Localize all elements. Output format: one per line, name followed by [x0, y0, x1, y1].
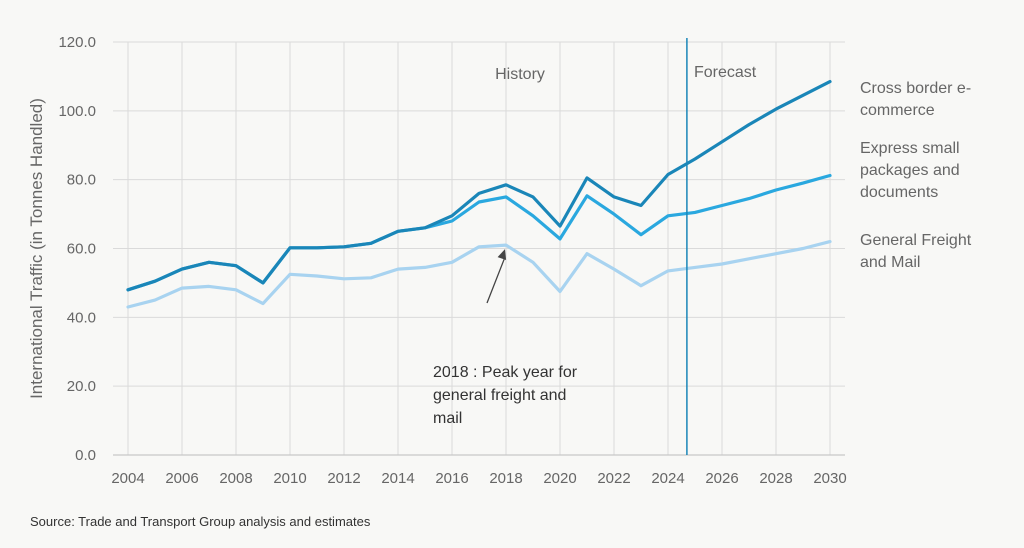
- y-axis-label: International Traffic (in Tonnes Handled…: [27, 98, 46, 399]
- x-tick-label: 2010: [273, 470, 306, 487]
- x-tick-label: 2016: [435, 470, 468, 487]
- series-label-line: documents: [860, 184, 938, 201]
- x-tick-label: 2006: [165, 470, 198, 487]
- y-tick-label: 80.0: [67, 172, 96, 189]
- axes: 0.0 20.0 40.0 60.0 80.0 100.0 120.0 2004 2006 200…: [27, 34, 847, 487]
- peak-arrow-head: [497, 249, 507, 260]
- y-tick-label: 20.0: [67, 378, 96, 395]
- series-label-line: Express small: [860, 140, 960, 157]
- y-tick-label: 0.0: [75, 447, 96, 464]
- series-label-line: packages and: [860, 162, 960, 179]
- series-line: [126, 79, 832, 292]
- y-tick-label: 100.0: [58, 103, 96, 120]
- series-label-line: and Mail: [860, 254, 920, 271]
- series-label-line: General Freight: [860, 232, 972, 249]
- grid-lines: [113, 41, 845, 456]
- x-tick-label: 2022: [597, 470, 630, 487]
- series-label-line: commerce: [860, 102, 935, 119]
- series-labels: Cross border e-commerce Express small pack…: [860, 80, 972, 271]
- peak-arrow-shaft: [486, 256, 506, 304]
- forecast-label: Forecast: [694, 64, 757, 81]
- y-tick-label: 40.0: [67, 309, 96, 326]
- peak-note-line: 2018 : Peak year for: [433, 364, 578, 381]
- x-tick-label: 2030: [813, 470, 846, 487]
- peak-note-line: mail: [433, 410, 462, 427]
- y-tick-label: 60.0: [67, 241, 96, 258]
- peak-note-line: general freight and: [433, 387, 566, 404]
- x-tick-label: 2004: [111, 470, 144, 487]
- x-tick-label: 2012: [327, 470, 360, 487]
- x-tick-label: 2014: [381, 470, 414, 487]
- series-line: [126, 240, 832, 309]
- series-label-line: Cross border e-: [860, 80, 971, 97]
- x-tick-label: 2008: [219, 470, 252, 487]
- x-tick-label: 2028: [759, 470, 792, 487]
- history-label: History: [495, 66, 545, 83]
- annotations: History Forecast 2018 : Peak year for gener…: [433, 38, 757, 455]
- y-tick-label: 120.0: [58, 34, 96, 51]
- x-tick-label: 2020: [543, 470, 576, 487]
- x-tick-label: 2024: [651, 470, 684, 487]
- source-note: Source: Trade and Transport Group analys…: [30, 514, 371, 529]
- series-lines: [126, 79, 832, 309]
- x-tick-label: 2026: [705, 470, 738, 487]
- x-tick-label: 2018: [489, 470, 522, 487]
